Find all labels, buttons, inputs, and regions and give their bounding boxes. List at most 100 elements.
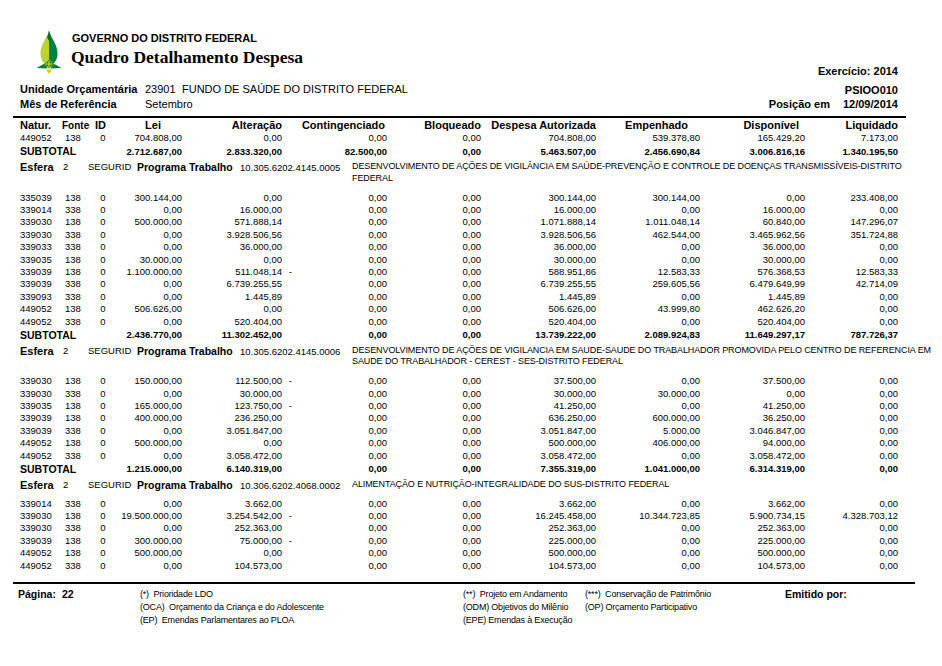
report-page: GOVERNO DO DISTRITO FEDERAL Quadro Detal… (0, 0, 942, 666)
contingenciado-cell: 0,00 (282, 204, 387, 215)
despesa-autorizada-cell: 6.739.255,55 (481, 278, 596, 289)
col-header-id: ID (95, 119, 111, 131)
table-row: 4490521380500.000,000,000,000,00500.000,… (20, 436, 898, 448)
empenhado-cell: 0,00 (596, 375, 700, 386)
disponivel-cell: 500.000,00 (700, 547, 805, 558)
disponivel-cell: 37.500,00 (700, 375, 805, 386)
liquidado-cell: 351.724,88 (805, 229, 898, 240)
legend-col1: (*) Prioridade LDO (OCA) Orçamento da Cr… (140, 588, 324, 626)
table-row: 33903033800,00252.363,000,000,00252.363,… (20, 522, 898, 534)
disponivel-cell: 3.046.847,00 (700, 425, 805, 436)
col-header-disponivel: Disponível (700, 119, 805, 131)
table-row: 33903913801.100.000,00511.048,14-0,000,0… (20, 265, 898, 277)
empenhado-cell: 0,00 (596, 400, 700, 411)
disponivel-cell: 16.000,00 (700, 204, 805, 215)
contingenciado-cell: 0,00 (282, 278, 387, 289)
id-cell: 0 (95, 535, 111, 546)
alteracao-cell: 520.404,00 (182, 316, 282, 327)
disponivel-cell: 0,00 (700, 388, 805, 399)
id-cell: 0 (95, 400, 111, 411)
empenhado-cell: 0,00 (596, 204, 700, 215)
empenhado-cell: 1.011.048,14 (596, 216, 700, 227)
bloqueado-cell: 0,00 (387, 146, 481, 157)
alteracao-cell: 30.000,00 (182, 388, 282, 399)
natur-cell: 339030 (20, 375, 62, 386)
liquidado-cell: 0,00 (805, 375, 898, 386)
despesa-autorizada-cell: 16.245.458,00 (481, 510, 596, 521)
pagina-num: 22 (62, 588, 74, 600)
alteracao-cell: 3.928.506,56 (182, 229, 282, 240)
empenhado-cell: 10.344.723,85 (596, 510, 700, 521)
alteracao-cell: 571.888,14 (182, 216, 282, 227)
contingenciado-cell: 0,00 (282, 229, 387, 240)
liquidado-cell: 4.328.703,12 (805, 510, 898, 521)
table-row: 339030138019.500.000,003.254.542,00-0,00… (20, 509, 898, 521)
despesa-autorizada-cell: 1.445,89 (481, 291, 596, 302)
id-cell: 0 (95, 303, 111, 314)
id-cell: 0 (95, 547, 111, 558)
legend-col2: (**) Projeto em Andamento (ODM) Objetivo… (463, 588, 572, 626)
bloqueado-cell: 0,00 (387, 560, 481, 571)
bloqueado-cell: 0,00 (387, 303, 481, 314)
fonte-cell: 138 (62, 437, 95, 448)
empenhado-cell: 0,00 (596, 241, 700, 252)
natur-cell: 339033 (20, 241, 62, 252)
fonte-cell: 138 (62, 192, 95, 203)
col-header-natur: Natur. (20, 119, 62, 131)
alteracao-cell: 252.363,00 (182, 522, 282, 533)
contingenciado-cell: 0,00 (282, 291, 387, 302)
despesa-autorizada-cell: 16.000,00 (481, 204, 596, 215)
unidade-label: Unidade Orçamentária (20, 83, 137, 95)
despesa-autorizada-cell: 104.573,00 (481, 560, 596, 571)
alteracao-cell: 0,00 (182, 254, 282, 265)
col-header-fonte: Fonte (62, 120, 95, 131)
lei-cell: 0,00 (111, 522, 182, 533)
natur-cell: 339030 (20, 510, 62, 521)
contingenciado-cell: 0,00 (282, 316, 387, 327)
bloqueado-cell: 0,00 (387, 425, 481, 436)
lei-cell: 400.000,00 (111, 412, 182, 423)
lei-cell: 0,00 (111, 450, 182, 461)
legend-item: (OCA) Orçamento da Criança e do Adolesce… (140, 601, 324, 614)
table-row: 3390351380165.000,00123.750,00-0,000,004… (20, 399, 898, 411)
id-cell: 0 (95, 316, 111, 327)
natur-cell: 339035 (20, 400, 62, 411)
natur-cell: 449052 (20, 450, 62, 461)
emitido-por: Emitido por: (785, 588, 847, 600)
id-cell: 0 (95, 204, 111, 215)
col-header-despesa-autorizada: Despesa Autorizada (481, 119, 596, 131)
lei-cell: 0,00 (111, 204, 182, 215)
disponivel-cell: 36.250,00 (700, 412, 805, 423)
esfera-num: 2 (63, 345, 68, 356)
legend-item: (EPE) Emendas à Execução (463, 614, 572, 627)
empenhado-cell: 406.000,00 (596, 437, 700, 448)
id-cell: 0 (95, 254, 111, 265)
bloqueado-cell: 0,00 (387, 216, 481, 227)
alteracao-cell: 1.445,89 (182, 291, 282, 302)
alteracao-cell: 3.051.847,00 (182, 425, 282, 436)
lei-cell: 500.000,00 (111, 547, 182, 558)
table-row: 33901433800,0016.000,000,000,0016.000,00… (20, 203, 898, 215)
id-cell: 0 (95, 375, 111, 386)
empenhado-cell: 43.999,80 (596, 303, 700, 314)
table-row: 4490521380704.808,000,000,000,00704.808,… (20, 131, 898, 143)
table-row: 33903033800,003.928.506,560,000,003.928.… (20, 228, 898, 240)
despesa-autorizada-cell: 225.000,00 (481, 535, 596, 546)
bloqueado-cell: 0,00 (387, 192, 481, 203)
lei-cell: 500.000,00 (111, 437, 182, 448)
fonte-cell: 338 (62, 498, 95, 509)
despesa-autorizada-cell: 13.739.222,00 (481, 329, 596, 340)
table-row: 4490521380500.000,000,000,000,00500.000,… (20, 547, 898, 559)
unidade-nome: FUNDO DE SAÚDE DO DISTRITO FEDERAL (182, 83, 408, 95)
col-header-liquidado: Liquidado (805, 119, 898, 131)
subtotal-row: SUBTOTAL1.215.000,006.140.319,000,000,00… (20, 463, 898, 475)
disponivel-cell: 3.058.472,00 (700, 450, 805, 461)
bloqueado-cell: 0,00 (387, 291, 481, 302)
unidade-line: Unidade Orçamentária 23901 FUNDO DE SAÚD… (20, 83, 137, 95)
liquidado-cell: 787.726,37 (805, 329, 898, 340)
mes-label: Mês de Referência (20, 98, 117, 110)
natur-cell: 339039 (20, 266, 62, 277)
disponivel-cell: 0,00 (700, 192, 805, 203)
liquidado-cell: 0,00 (805, 522, 898, 533)
liquidado-cell: 0,00 (805, 437, 898, 448)
